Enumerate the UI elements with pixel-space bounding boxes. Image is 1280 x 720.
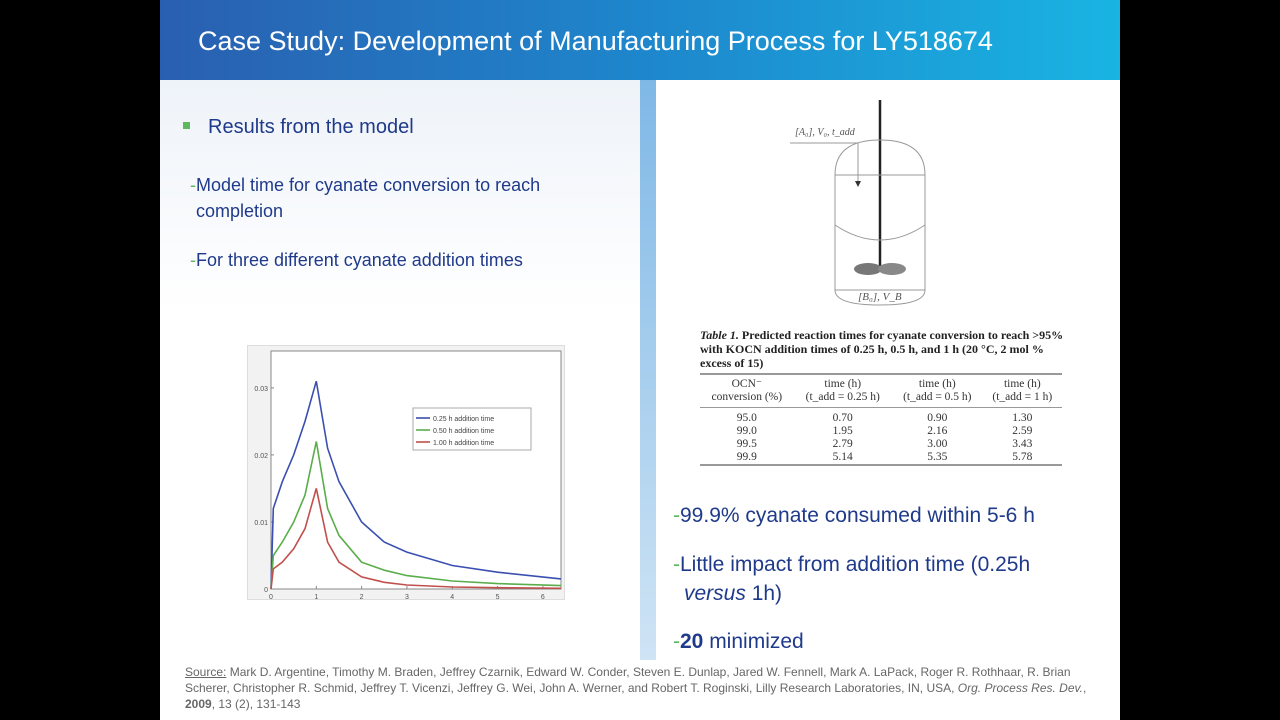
- right-bullet-2: -Little impact from addition time (0.25h…: [673, 553, 1031, 605]
- table-caption-text: Predicted reaction times for cyanate con…: [700, 328, 1064, 370]
- table-caption-label: Table 1.: [700, 328, 739, 342]
- series-line-0: [270, 380, 562, 590]
- x-tick-label: 5: [496, 594, 500, 601]
- table-cell: 5.35: [927, 451, 948, 463]
- table-row: 99.5 2.79 3.00 3.43: [700, 438, 1062, 451]
- bullet-text: 1h): [745, 582, 783, 605]
- source-year: 2009: [185, 697, 212, 711]
- table-cell: 99.5: [736, 438, 757, 450]
- y-tick-label: 0.03: [254, 386, 268, 393]
- liquid-interface: [834, 224, 926, 241]
- line-chart: 0 1 2 3 4 5 6 0 0.01 0.02 0.03 0.25 h addition time…: [247, 345, 565, 601]
- slide: Case Study: Development of Manufacturing…: [160, 0, 1120, 720]
- table-header-cell: time (h) (t_add = 1 h): [982, 374, 1062, 408]
- series-line-2: [270, 488, 562, 590]
- x-tick-label: 3: [405, 594, 409, 601]
- table-header-cell: OCN⁻ conversion (%): [700, 374, 794, 408]
- slide-title: Case Study: Development of Manufacturing…: [198, 26, 993, 56]
- x-tick-label: 4: [450, 594, 454, 601]
- feed-line: [790, 142, 859, 183]
- header-line: time (h): [824, 378, 862, 390]
- legend-label: 0.50 h addition time: [433, 428, 494, 435]
- table-row: 99.0 1.95 2.16 2.59: [700, 425, 1062, 438]
- right-bullet-1: -99.9% cyanate consumed within 5-6 h: [673, 504, 1035, 527]
- impeller-blade: [878, 263, 906, 275]
- table-cell: 99.9: [736, 451, 757, 463]
- sub-bullet-text: For three different cyanate addition tim…: [196, 250, 523, 270]
- table-cell: 1.95: [832, 425, 853, 437]
- table-caption: Table 1. Predicted reaction times for cy…: [700, 328, 1070, 370]
- bullet-text-italic: versus: [684, 582, 746, 605]
- right-panel: [656, 80, 1120, 660]
- series-line-1: [270, 441, 562, 590]
- legend-box: [412, 407, 532, 451]
- header-line: time (h): [918, 378, 956, 390]
- impeller-blade: [854, 263, 882, 275]
- table-cell: 95.0: [736, 412, 757, 424]
- table-cell: 2.59: [1012, 425, 1033, 437]
- header-line: conversion (%): [711, 391, 783, 403]
- header-line: (t_add = 0.5 h): [903, 391, 972, 403]
- header-line: (t_add = 0.25 h): [805, 391, 880, 403]
- title-bar: Case Study: Development of Manufacturing…: [160, 0, 1120, 80]
- table-cell: 3.43: [1012, 438, 1033, 450]
- header-line: OCN⁻: [731, 378, 762, 390]
- source-label: Source:: [185, 665, 227, 679]
- table-cell: 1.30: [1012, 412, 1033, 424]
- bullet-text-bold: 20: [680, 630, 704, 653]
- bullet-text: 99.9% cyanate consumed within 5-6 h: [680, 504, 1035, 527]
- sub-bullet-2: -For three different cyanate addition ti…: [190, 250, 523, 270]
- main-bullet: Results from the model: [208, 116, 414, 138]
- sub-bullet-1: -Model time for cyanate conversion to re…: [190, 172, 620, 224]
- table-header-cell: time (h) (t_add = 0.25 h): [793, 374, 892, 408]
- x-tick-label: 0: [269, 594, 273, 601]
- table-cell: 5.78: [1012, 451, 1033, 463]
- table-cell: 2.79: [832, 438, 853, 450]
- table-row: 95.0 0.70 0.90 1.30: [700, 408, 1062, 426]
- plot-area: [270, 350, 562, 590]
- source-journal: Org. Process Res. Dev.: [957, 681, 1083, 695]
- table-cell: 2.16: [927, 425, 948, 437]
- table-header-row: OCN⁻ conversion (%) time (h) (t_add = 0.25 …: [700, 374, 1062, 408]
- table-header-cell: time (h) (t_add = 0.5 h): [891, 374, 983, 408]
- vessel-label: [B₀], V_B: [858, 291, 902, 303]
- table-cell: 3.00: [927, 438, 948, 450]
- feed-label: [A₀], V₀, t_add: [795, 127, 856, 138]
- bullet-text: minimized: [703, 630, 804, 653]
- feed-arrow-icon: [855, 181, 861, 187]
- table-row: 99.9 5.14 5.35 5.78: [700, 451, 1062, 465]
- bullet-text: Little impact from addition time (0.25h: [680, 553, 1031, 576]
- reactor-diagram: [A₀], V₀, t_add [B₀], V_B: [790, 100, 926, 306]
- chart-svg: 0 1 2 3 4 5 6 0 0.01 0.02 0.03 0.25 h addition time…: [254, 350, 562, 601]
- panel-divider: [640, 80, 656, 660]
- legend-label: 0.25 h addition time: [433, 416, 494, 423]
- y-tick-label: 0.01: [254, 520, 268, 527]
- header-line: time (h): [1003, 378, 1041, 390]
- table-cell: 5.14: [832, 451, 853, 463]
- right-bullet-3: -20 minimized: [673, 630, 804, 653]
- y-tick-label: 0: [264, 587, 268, 594]
- x-tick-label: 1: [314, 594, 318, 601]
- bullet-square-icon: [183, 122, 190, 129]
- x-tick-label: 2: [360, 594, 364, 601]
- table-cell: 0.70: [832, 412, 853, 424]
- source-citation: Source: Mark D. Argentine, Timothy M. Br…: [185, 664, 1105, 712]
- y-tick-label: 0.02: [254, 453, 268, 460]
- reaction-times-table: OCN⁻ conversion (%) time (h) (t_add = 0.25 …: [700, 373, 1062, 466]
- table-cell: 0.90: [927, 412, 948, 424]
- sub-bullet-text: Model time for cyanate conversion to rea…: [196, 175, 541, 221]
- source-authors: Mark D. Argentine, Timothy M. Braden, Je…: [185, 665, 1071, 695]
- source-sep: ,: [1082, 681, 1087, 695]
- table-cell: 99.0: [736, 425, 757, 437]
- x-tick-label: 6: [541, 594, 545, 601]
- header-line: (t_add = 1 h): [992, 391, 1053, 403]
- source-volume: , 13 (2), 131-143: [211, 697, 301, 711]
- legend-label: 1.00 h addition time: [433, 440, 494, 447]
